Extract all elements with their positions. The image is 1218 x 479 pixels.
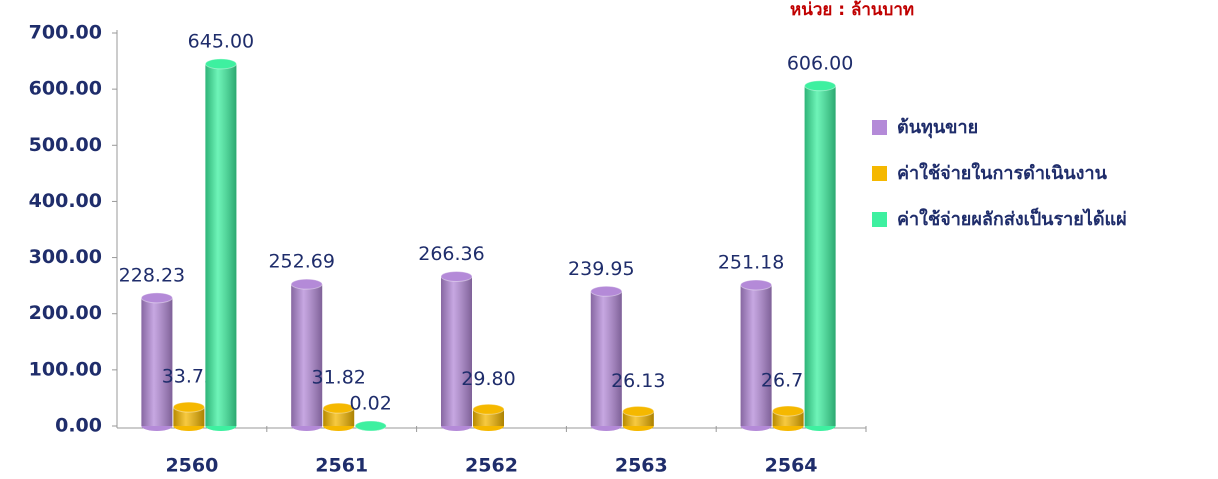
y-tick-label: 700.00 (29, 22, 102, 44)
bar-shade (740, 284, 772, 426)
value-label: 33.72 (162, 366, 216, 388)
bar-cap (472, 403, 505, 415)
bar-cap (622, 405, 655, 417)
legend-swatch (872, 120, 887, 135)
x-tick-label: 2563 (615, 455, 668, 477)
value-label: 26.13 (611, 370, 665, 392)
legend-label: ค่าใช้จ่ายในการดำเนินงาน (897, 162, 1108, 184)
bar-cap (772, 405, 805, 417)
bar-shade (804, 85, 836, 426)
bar-cap (172, 401, 205, 413)
bar-cap (740, 279, 773, 291)
y-tick-label: 200.00 (29, 302, 102, 324)
bar-cap (590, 285, 623, 297)
bar-cap (440, 270, 473, 282)
value-label: 606.00 (787, 52, 853, 74)
value-label: 645.00 (188, 30, 254, 52)
bar-cap (204, 58, 237, 70)
x-tick-label: 2564 (765, 455, 818, 477)
value-label: 29.80 (461, 368, 515, 390)
value-label: 252.69 (268, 251, 334, 273)
y-tick-label: 600.00 (29, 78, 102, 100)
x-tick-label: 2561 (315, 455, 368, 477)
legend-swatch (872, 166, 887, 181)
bar-shade (173, 407, 205, 426)
bar-cap (354, 420, 387, 432)
y-tick-label: 300.00 (29, 246, 102, 268)
value-label: 26.77 (761, 369, 815, 391)
bar-shade (291, 284, 323, 426)
y-tick-label: 100.00 (29, 358, 102, 380)
value-label: 251.18 (718, 251, 784, 273)
bar-shade (590, 291, 622, 426)
bar-cap (140, 292, 173, 304)
y-tick-label: 0.00 (55, 415, 102, 437)
x-tick-label: 2562 (465, 455, 518, 477)
value-label: 266.36 (418, 243, 484, 265)
value-label: 228.23 (119, 264, 185, 286)
bar-shade (141, 297, 173, 426)
bar-cap (322, 402, 355, 414)
y-tick-label: 400.00 (29, 190, 102, 212)
value-label: 0.02 (350, 392, 392, 414)
legend-swatch (872, 212, 887, 227)
legend-label: ต้นทุนขาย (897, 117, 978, 139)
bar-shade (323, 408, 355, 426)
y-tick-label: 500.00 (29, 134, 102, 156)
bar-cap (804, 80, 837, 92)
bar-shade (205, 63, 237, 426)
value-label: 239.95 (568, 258, 634, 280)
value-label: 31.82 (311, 367, 365, 389)
bar-cap (290, 278, 323, 290)
bar-shade (441, 276, 472, 426)
unit-title: หน่วย : ล้านบาท (790, 0, 914, 20)
legend-label: ค่าใช้จ่ายผลักส่งเป็นรายได้แผ่ (897, 207, 1127, 230)
x-tick-label: 2560 (165, 455, 218, 477)
